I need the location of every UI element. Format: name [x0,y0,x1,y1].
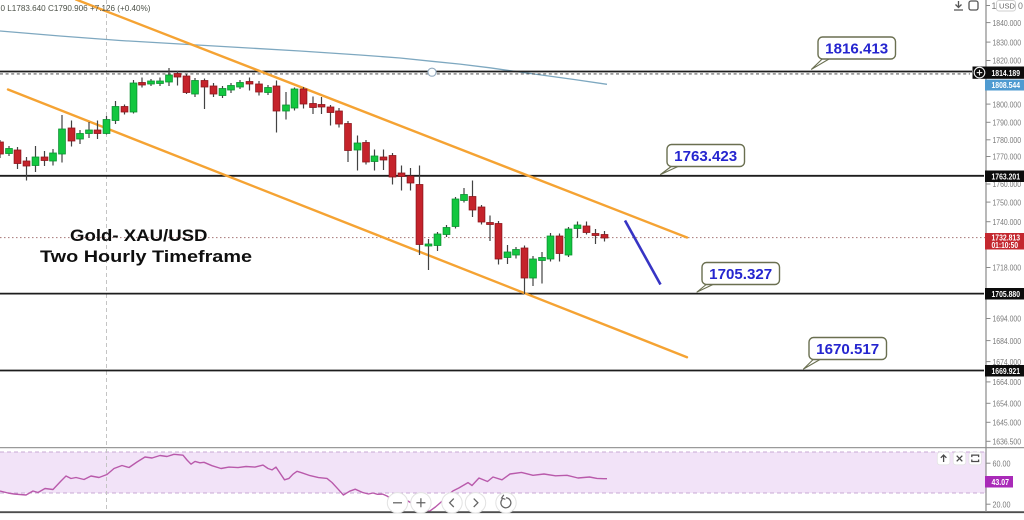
svg-text:1840.000: 1840.000 [993,18,1022,28]
svg-text:1808.544: 1808.544 [992,81,1021,90]
svg-text:1820.000: 1820.000 [993,56,1022,66]
svg-text:1718.000: 1718.000 [993,263,1022,273]
svg-text:1790.000: 1790.000 [993,118,1022,128]
svg-text:1763.423: 1763.423 [674,149,737,165]
svg-text:1770.000: 1770.000 [993,152,1022,162]
svg-text:USD: USD [999,2,1016,11]
svg-text:60.00: 60.00 [993,458,1011,468]
svg-text:0: 0 [1018,1,1023,11]
svg-text:1763.201: 1763.201 [992,172,1021,181]
svg-text:1750.000: 1750.000 [993,197,1022,207]
svg-text:43.07: 43.07 [992,478,1010,487]
svg-text:1684.000: 1684.000 [993,336,1022,346]
svg-text:1669.921: 1669.921 [992,367,1021,376]
svg-text:1670.517: 1670.517 [816,342,879,358]
svg-text:1: 1 [992,1,997,11]
svg-text:1830.000: 1830.000 [993,37,1022,47]
svg-text:Two Hourly Timeframe: Two Hourly Timeframe [40,247,252,266]
svg-text:20.00: 20.00 [993,499,1011,509]
svg-text:1800.000: 1800.000 [993,99,1022,109]
svg-text:1664.000: 1664.000 [993,377,1022,387]
svg-text:Gold- XAU/USD: Gold- XAU/USD [70,226,208,245]
svg-text:1816.413: 1816.413 [825,41,888,57]
svg-text:1705.880: 1705.880 [992,290,1021,299]
svg-text:0 L1783.640 C1790.906 +7.126 (: 0 L1783.640 C1790.906 +7.126 (+0.40%) [1,3,151,13]
svg-text:1814.189: 1814.189 [992,69,1021,78]
svg-text:1636.500: 1636.500 [993,437,1022,447]
svg-text:1694.000: 1694.000 [993,314,1022,324]
svg-text:1645.000: 1645.000 [993,418,1022,428]
svg-text:1740.000: 1740.000 [993,217,1022,227]
svg-text:1654.000: 1654.000 [993,399,1022,409]
svg-text:01:10:50: 01:10:50 [992,241,1019,250]
svg-text:1780.000: 1780.000 [993,135,1022,145]
svg-text:1705.327: 1705.327 [709,267,772,283]
